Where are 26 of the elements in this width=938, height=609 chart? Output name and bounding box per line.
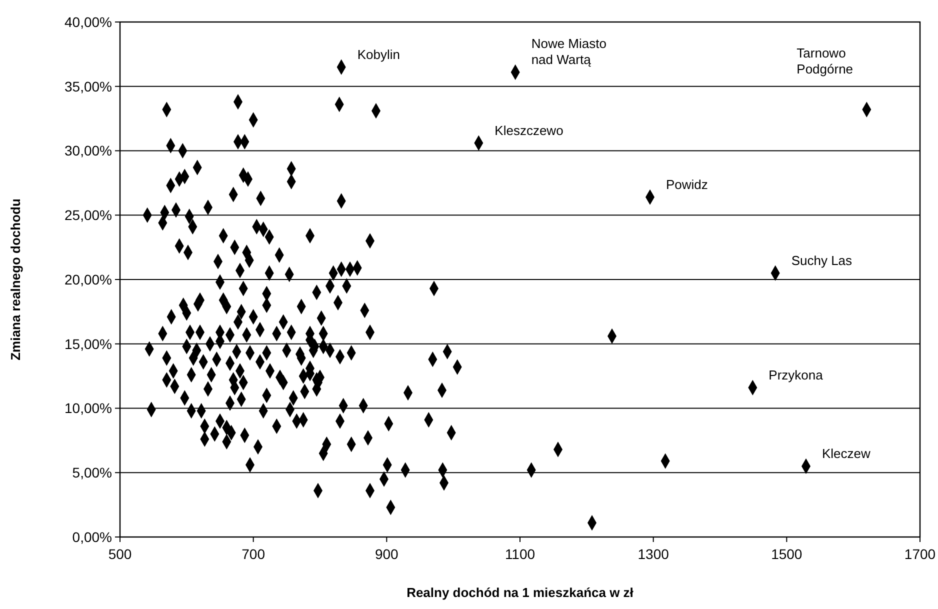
annotation: Powidz xyxy=(666,177,708,192)
annotation: Suchy Las xyxy=(791,253,853,268)
annotation: Kobylin xyxy=(357,47,400,62)
y-tick-label: 40,00% xyxy=(64,14,112,30)
y-axis-title: Zmiana realnego dochodu xyxy=(8,198,23,360)
y-tick-label: 10,00% xyxy=(64,400,112,416)
x-tick-label: 500 xyxy=(108,546,132,562)
y-tick-label: 15,00% xyxy=(64,336,112,352)
y-tick-label: 0,00% xyxy=(72,528,112,545)
x-tick-label: 900 xyxy=(374,546,399,562)
x-tick-label: 1300 xyxy=(638,546,670,562)
y-tick-label: 5,00% xyxy=(72,464,112,481)
x-tick-label: 700 xyxy=(242,546,266,562)
y-tick-label: 35,00% xyxy=(64,78,112,94)
annotation: Kleczew xyxy=(822,446,872,462)
x-tick-label: 1500 xyxy=(771,546,802,562)
annotation: Kleszczewo xyxy=(494,123,564,138)
annotation: Przykona xyxy=(768,368,824,383)
y-tick-label: 30,00% xyxy=(64,142,112,159)
annotation: Nowe Miasto nad Wartą xyxy=(531,36,606,68)
x-tick-label: 1100 xyxy=(504,546,536,562)
x-axis-title: Realny dochód na 1 mieszkańca w zł xyxy=(406,585,634,600)
y-tick-label: 20,00% xyxy=(64,271,112,288)
annotation: Tarnowo Podgórne xyxy=(796,46,854,77)
x-tick-label: 1700 xyxy=(904,546,936,562)
y-tick-label: 25,00% xyxy=(64,207,112,224)
